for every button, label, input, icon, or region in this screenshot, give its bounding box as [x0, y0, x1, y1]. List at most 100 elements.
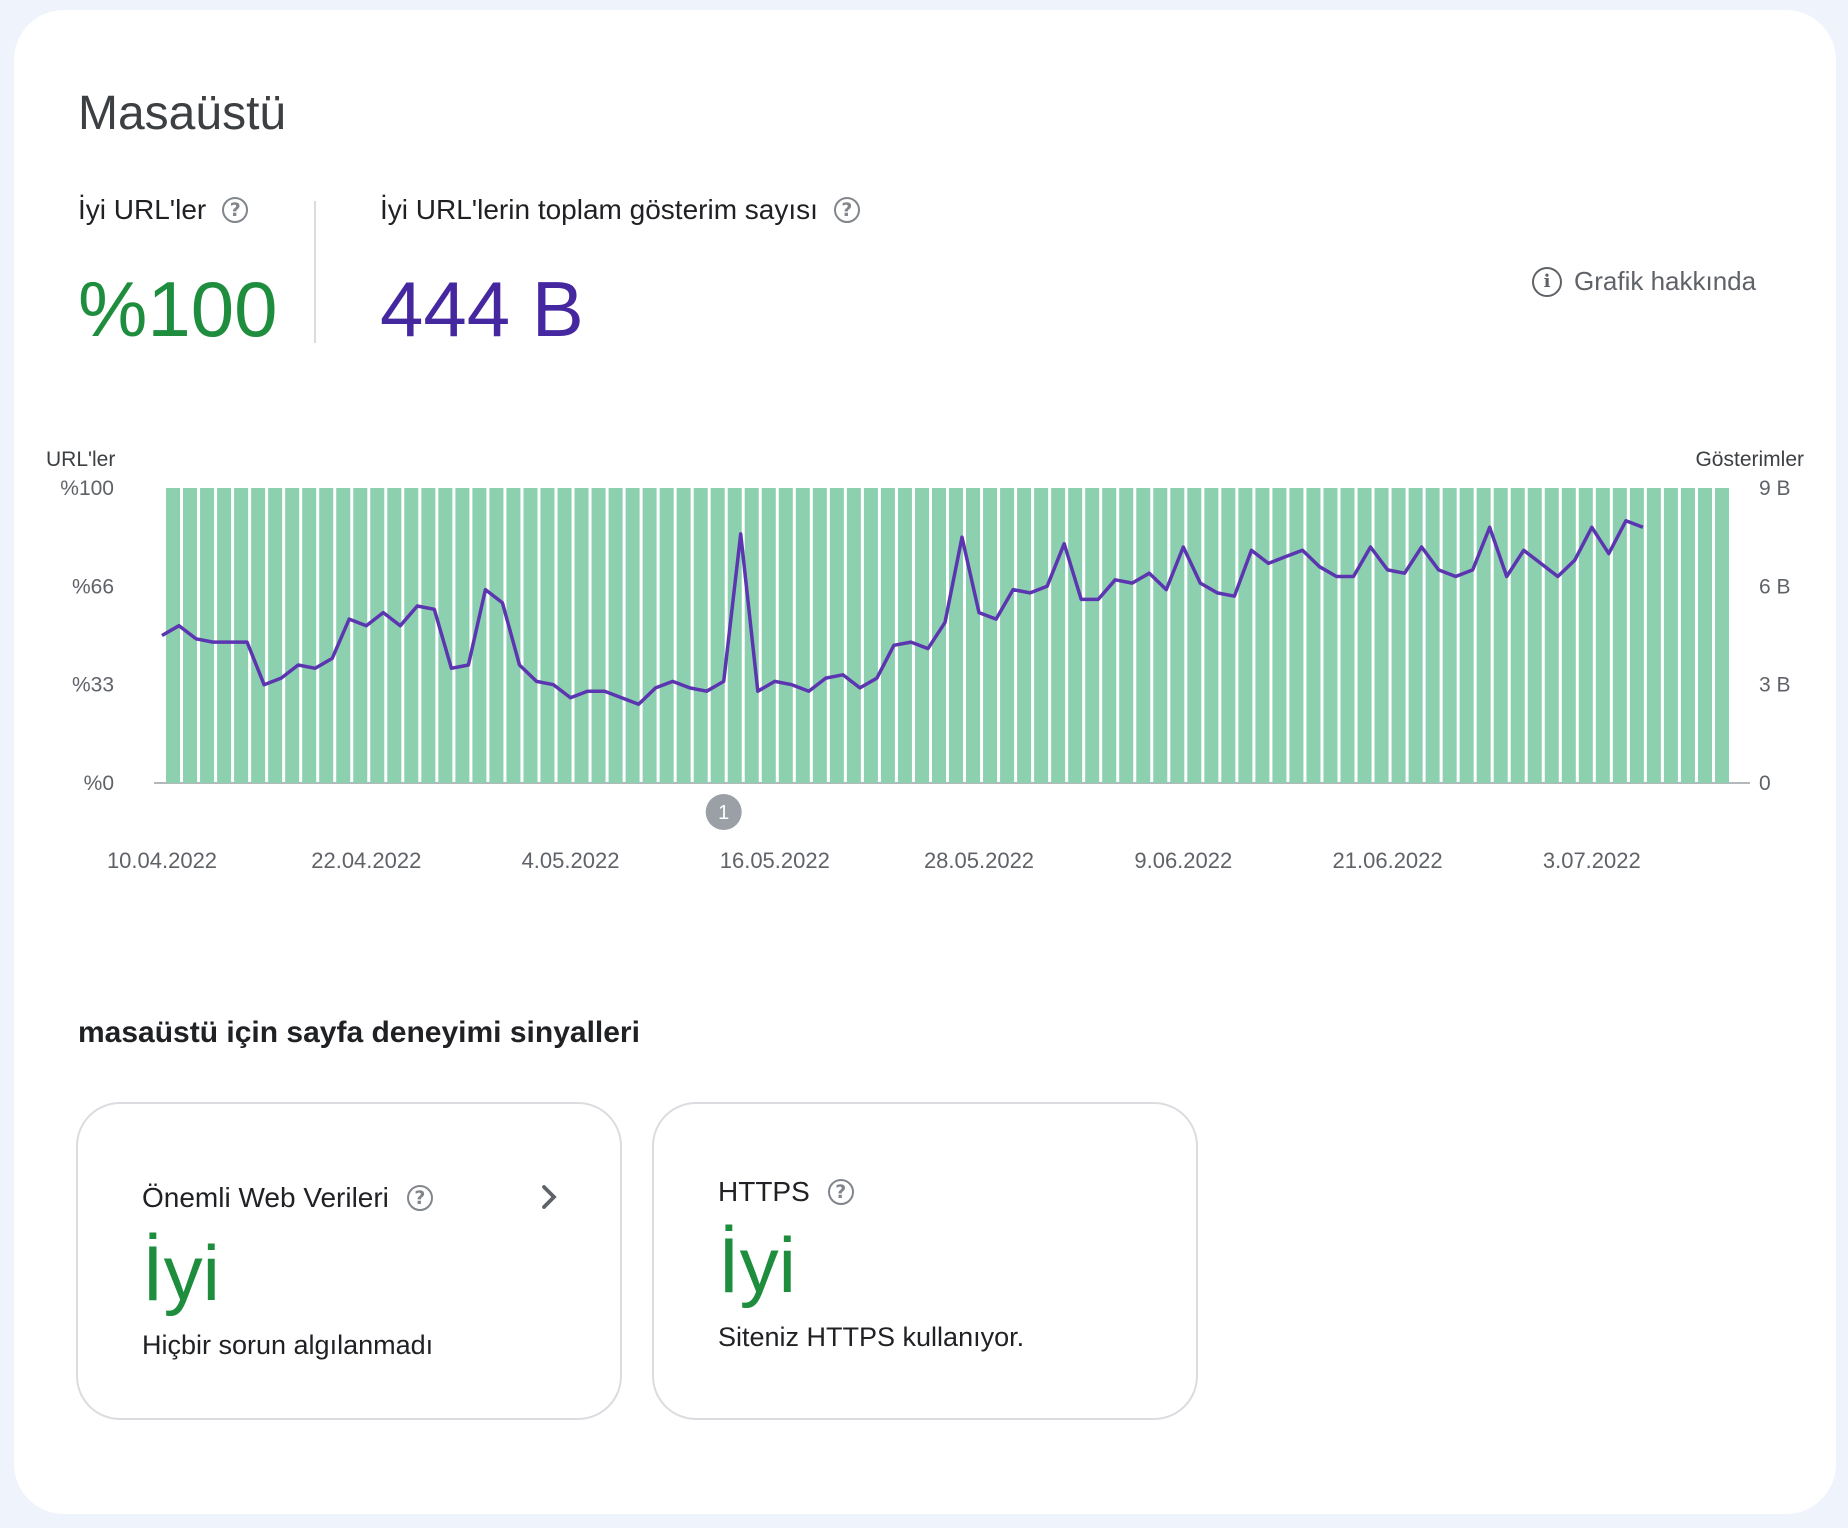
chart-bar	[1204, 488, 1219, 783]
chart-bar	[1340, 488, 1355, 783]
core-web-vitals-card[interactable]: Önemli Web Verileri ? İyi Hiçbir sorun a…	[76, 1102, 622, 1420]
annotation-marker	[705, 794, 742, 830]
chart-bar	[455, 488, 470, 783]
chart-bar	[1408, 488, 1423, 783]
chart-bar	[914, 488, 929, 783]
metrics-divider	[314, 201, 316, 343]
chart-bar	[761, 488, 776, 783]
chart-bar	[1000, 488, 1015, 783]
chart-bar	[880, 488, 895, 783]
chart-bar	[319, 488, 334, 783]
chart-bar	[251, 488, 266, 783]
chart-bar	[557, 488, 572, 783]
chart-bar	[302, 488, 317, 783]
y-left-tick-label: %0	[84, 772, 114, 795]
chart-bar	[1646, 488, 1661, 783]
chart-bar	[234, 488, 249, 783]
chart-bar	[1595, 488, 1610, 783]
help-icon[interactable]: ?	[833, 197, 860, 223]
chart-bar	[846, 488, 861, 783]
chart-bar	[353, 488, 368, 783]
chart-bar	[659, 488, 674, 783]
x-tick-label: 16.05.2022	[720, 848, 830, 873]
chart-bar	[1357, 488, 1372, 783]
section-title: masaüstü için sayfa deneyimi sinyalleri	[78, 1016, 640, 1049]
chart-bar	[1187, 488, 1202, 783]
chart-bar	[472, 488, 487, 783]
chart-bar	[370, 488, 385, 783]
help-icon[interactable]: ?	[827, 1179, 854, 1205]
y-right-tick-label: 6 B	[1759, 575, 1791, 598]
x-tick-label: 28.05.2022	[924, 848, 1034, 873]
x-tick-label: 3.07.2022	[1543, 848, 1641, 873]
x-tick-label: 10.04.2022	[107, 848, 217, 873]
x-tick-label: 4.05.2022	[522, 848, 620, 873]
card-description: Siteniz HTTPS kullanıyor.	[718, 1322, 1025, 1352]
card-status: İyi	[142, 1229, 220, 1317]
chart-bar	[1629, 488, 1644, 783]
impressions-value: 444 B	[380, 265, 584, 353]
y-left-tick-label: %33	[72, 674, 114, 697]
chart-bar	[1034, 488, 1049, 783]
chart-bar	[1068, 488, 1083, 783]
chart-bar	[1272, 488, 1287, 783]
y-right-tick-label: 3 B	[1759, 674, 1791, 697]
chart-bar	[1085, 488, 1100, 783]
page-title: Masaüstü	[78, 87, 287, 140]
chart-bar	[983, 488, 998, 783]
chart-bar	[1442, 488, 1457, 783]
chart-bar	[200, 488, 215, 783]
chart-bar	[693, 488, 708, 783]
chart-bar	[404, 488, 419, 783]
chart-bar	[591, 488, 606, 783]
good-urls-value: %100	[78, 265, 278, 353]
chart-bar	[1476, 488, 1491, 783]
chart-bar	[1374, 488, 1389, 783]
chart-bar	[1680, 488, 1695, 783]
card-header: Önemli Web Verileri ?	[142, 1182, 433, 1214]
good-urls-label: İyi URL'ler	[78, 194, 207, 225]
help-icon[interactable]: ?	[222, 197, 249, 223]
about-chart-label: Grafik hakkında	[1574, 266, 1757, 296]
card-title: HTTPS	[718, 1176, 810, 1207]
chart-bar	[1051, 488, 1066, 783]
help-icon[interactable]: ?	[406, 1185, 433, 1211]
y-right-tick-label: 0	[1759, 772, 1771, 795]
chart-bar	[1323, 488, 1338, 783]
chart-bar	[574, 488, 589, 783]
chart-bar	[540, 488, 555, 783]
chart-bar	[421, 488, 436, 783]
chart-bar	[1391, 488, 1406, 783]
card-title: Önemli Web Verileri	[142, 1182, 389, 1213]
chart-bar	[438, 488, 453, 783]
good-urls-metric-label: İyi URL'ler ?	[78, 194, 249, 226]
chart-bar	[523, 488, 538, 783]
chart-bar	[1136, 488, 1151, 783]
chart-bar	[1017, 488, 1032, 783]
chart-bar	[1697, 488, 1712, 783]
card-description: Hiçbir sorun algılanmadı	[142, 1330, 434, 1360]
chevron-right-icon[interactable]	[534, 1182, 564, 1212]
chart-bar	[795, 488, 810, 783]
chart-bar	[829, 488, 844, 783]
chart-bar	[1714, 488, 1729, 783]
chart-bar	[608, 488, 623, 783]
chart-bar	[489, 488, 504, 783]
chart-bar	[1102, 488, 1117, 783]
chart-bar	[949, 488, 964, 783]
https-card: HTTPS ? İyi Siteniz HTTPS kullanıyor.	[652, 1102, 1198, 1420]
card-status: İyi	[718, 1221, 796, 1309]
chart-bar	[1170, 488, 1185, 783]
impressions-line	[161, 519, 1644, 707]
chart-bar	[387, 488, 402, 783]
chart-bar	[217, 488, 232, 783]
y-right-tick-label: 9 B	[1759, 477, 1791, 500]
about-chart-button[interactable]: i Grafik hakkında	[1532, 266, 1756, 297]
chart-bar	[506, 488, 521, 783]
chart-bar	[1612, 488, 1627, 783]
chart-bar	[625, 488, 640, 783]
y-right-title: Gösterimler	[1695, 448, 1804, 471]
x-tick-label: 9.06.2022	[1134, 848, 1232, 873]
chart-bar	[166, 488, 181, 783]
x-tick-label: 22.04.2022	[311, 848, 421, 873]
